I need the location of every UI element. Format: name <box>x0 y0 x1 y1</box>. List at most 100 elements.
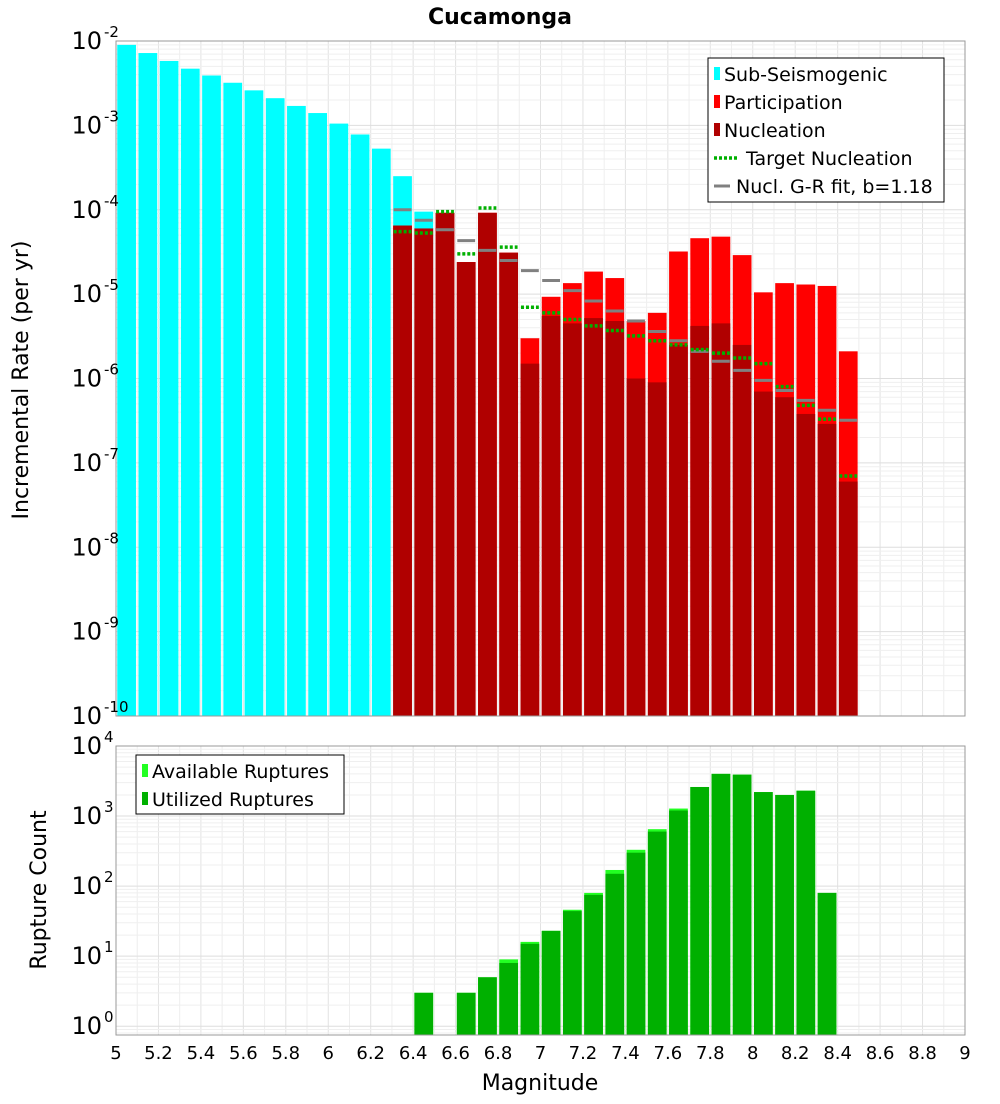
bottom-y-axis-label: Rupture Count <box>27 810 52 970</box>
y-tick-label: 10 <box>71 802 102 830</box>
utilized-ruptures-bar <box>456 992 476 1035</box>
utilized-ruptures-bar <box>647 831 667 1035</box>
top-bars <box>117 44 858 717</box>
x-tick-label: 8.8 <box>908 1043 937 1064</box>
sub-seismogenic-bar <box>287 105 306 717</box>
x-tick-label: 8 <box>747 1043 758 1064</box>
y-tick-label: 10 <box>71 449 102 477</box>
y-tick-exponent: 1 <box>104 938 114 956</box>
utilized-ruptures-bar <box>605 873 625 1035</box>
y-tick-label: 10 <box>71 732 102 760</box>
y-tick-exponent: -6 <box>104 361 119 379</box>
y-tick-exponent: 2 <box>104 868 114 886</box>
utilized-ruptures-bar <box>541 930 561 1035</box>
utilized-ruptures-bar <box>796 790 816 1035</box>
sub-seismogenic-bar <box>308 113 327 716</box>
bottom-bars <box>414 773 837 1035</box>
nucleation-bar <box>393 225 412 716</box>
legend-label: Nucleation <box>724 120 826 142</box>
nucleation-bar <box>647 382 667 716</box>
legend-box <box>707 57 945 203</box>
top-legend: Sub-Seismogenic Participation Nucleation Ta… <box>707 57 945 203</box>
y-tick-label: 10 <box>71 702 102 730</box>
top-plot-frame <box>115 40 966 717</box>
legend-label: Available Ruptures <box>152 761 329 783</box>
utilized-ruptures-bar <box>520 943 540 1035</box>
legend-label: Utilized Ruptures <box>152 789 314 811</box>
x-tick-label: 7 <box>535 1043 546 1064</box>
x-tick-label: 9 <box>959 1043 970 1064</box>
nucleation-bar <box>499 252 519 716</box>
x-tick-label: 7.8 <box>696 1043 725 1064</box>
y-tick-label: 10 <box>71 196 102 224</box>
x-tick-label: 8.6 <box>866 1043 895 1064</box>
nucleation-bar <box>690 325 710 716</box>
x-tick-label: 7.4 <box>611 1043 640 1064</box>
legend-label: Participation <box>724 92 843 114</box>
y-tick-label: 10 <box>71 365 102 393</box>
nucleation-bar <box>838 481 858 716</box>
legend-swatch <box>714 123 720 136</box>
bottom-legend: Available Ruptures Utilized Ruptures <box>135 754 345 815</box>
x-tick-labels: 5 5.2 5.4 5.6 5.8 6 6.2 6.4 6.6 6.8 7 7.2 7.4 7.6 7.8 8… <box>110 1043 970 1064</box>
y-tick-label: 10 <box>71 872 102 900</box>
sub-seismogenic-bar <box>117 44 136 717</box>
utilized-ruptures-bar <box>478 977 497 1035</box>
y-tick-exponent: -10 <box>104 698 129 716</box>
x-tick-label: 6.4 <box>399 1043 428 1064</box>
y-tick-exponent: -7 <box>104 445 119 463</box>
utilized-ruptures-bar <box>562 911 582 1035</box>
sub-seismogenic-bar <box>180 68 200 716</box>
utilized-ruptures-bar <box>584 894 603 1035</box>
legend-swatch <box>714 95 720 108</box>
nucleation-bar <box>605 321 625 716</box>
x-tick-label: 6.2 <box>356 1043 385 1064</box>
nucleation-bar <box>626 378 646 716</box>
y-tick-label: 10 <box>71 942 102 970</box>
nucleation-bar <box>775 397 794 716</box>
top-y-axis-label: Incremental Rate (per yr) <box>9 241 34 520</box>
x-axis-label: Magnitude <box>482 1071 599 1096</box>
y-tick-label: 10 <box>71 111 102 139</box>
chart-title: Cucamonga <box>428 5 572 30</box>
y-tick-exponent: -5 <box>104 276 119 294</box>
y-tick-exponent: -3 <box>104 107 119 125</box>
utilized-ruptures-bar <box>711 773 731 1035</box>
y-tick-exponent: -9 <box>104 614 119 632</box>
nucleation-bar <box>669 344 688 716</box>
sub-seismogenic-bar <box>159 60 179 717</box>
legend-box <box>135 754 345 815</box>
legend-label: Nucl. G-R fit, b=1.18 <box>736 176 933 198</box>
utilized-ruptures-bar <box>626 852 646 1035</box>
y-tick-label: 10 <box>71 618 102 646</box>
nucleation-bar <box>584 318 603 716</box>
legend-swatch <box>714 67 720 80</box>
y-tick-exponent: -8 <box>104 529 119 547</box>
sub-seismogenic-bar <box>244 90 264 716</box>
nucleation-bar <box>435 212 455 716</box>
y-tick-label: 10 <box>71 533 102 561</box>
x-tick-label: 6.6 <box>441 1043 470 1064</box>
sub-seismogenic-bar <box>202 75 221 717</box>
bottom-plot-frame <box>115 745 966 1036</box>
x-tick-label: 5.4 <box>187 1043 216 1064</box>
y-tick-label: 10 <box>71 1012 102 1040</box>
nucleation-bar <box>478 212 497 716</box>
nucleation-bar <box>711 323 731 716</box>
sub-seismogenic-bar <box>265 98 285 716</box>
x-tick-label: 5.6 <box>229 1043 258 1064</box>
utilized-ruptures-bar <box>669 810 688 1035</box>
utilized-ruptures-bar <box>499 962 519 1035</box>
sub-seismogenic-bar <box>350 134 370 717</box>
utilized-ruptures-bar <box>414 992 434 1035</box>
legend-label: Sub-Seismogenic <box>724 64 888 86</box>
x-tick-label: 7.2 <box>569 1043 598 1064</box>
legend-swatch <box>142 792 148 805</box>
top-y-tick-labels: 10-210-310-410-510-610-710-810-910-10 <box>71 23 128 730</box>
x-tick-label: 7.6 <box>654 1043 683 1064</box>
utilized-ruptures-bar <box>775 794 794 1035</box>
utilized-ruptures-bar <box>817 892 837 1035</box>
top-panel: 10-210-310-410-510-610-710-810-910-10 In… <box>9 23 966 730</box>
